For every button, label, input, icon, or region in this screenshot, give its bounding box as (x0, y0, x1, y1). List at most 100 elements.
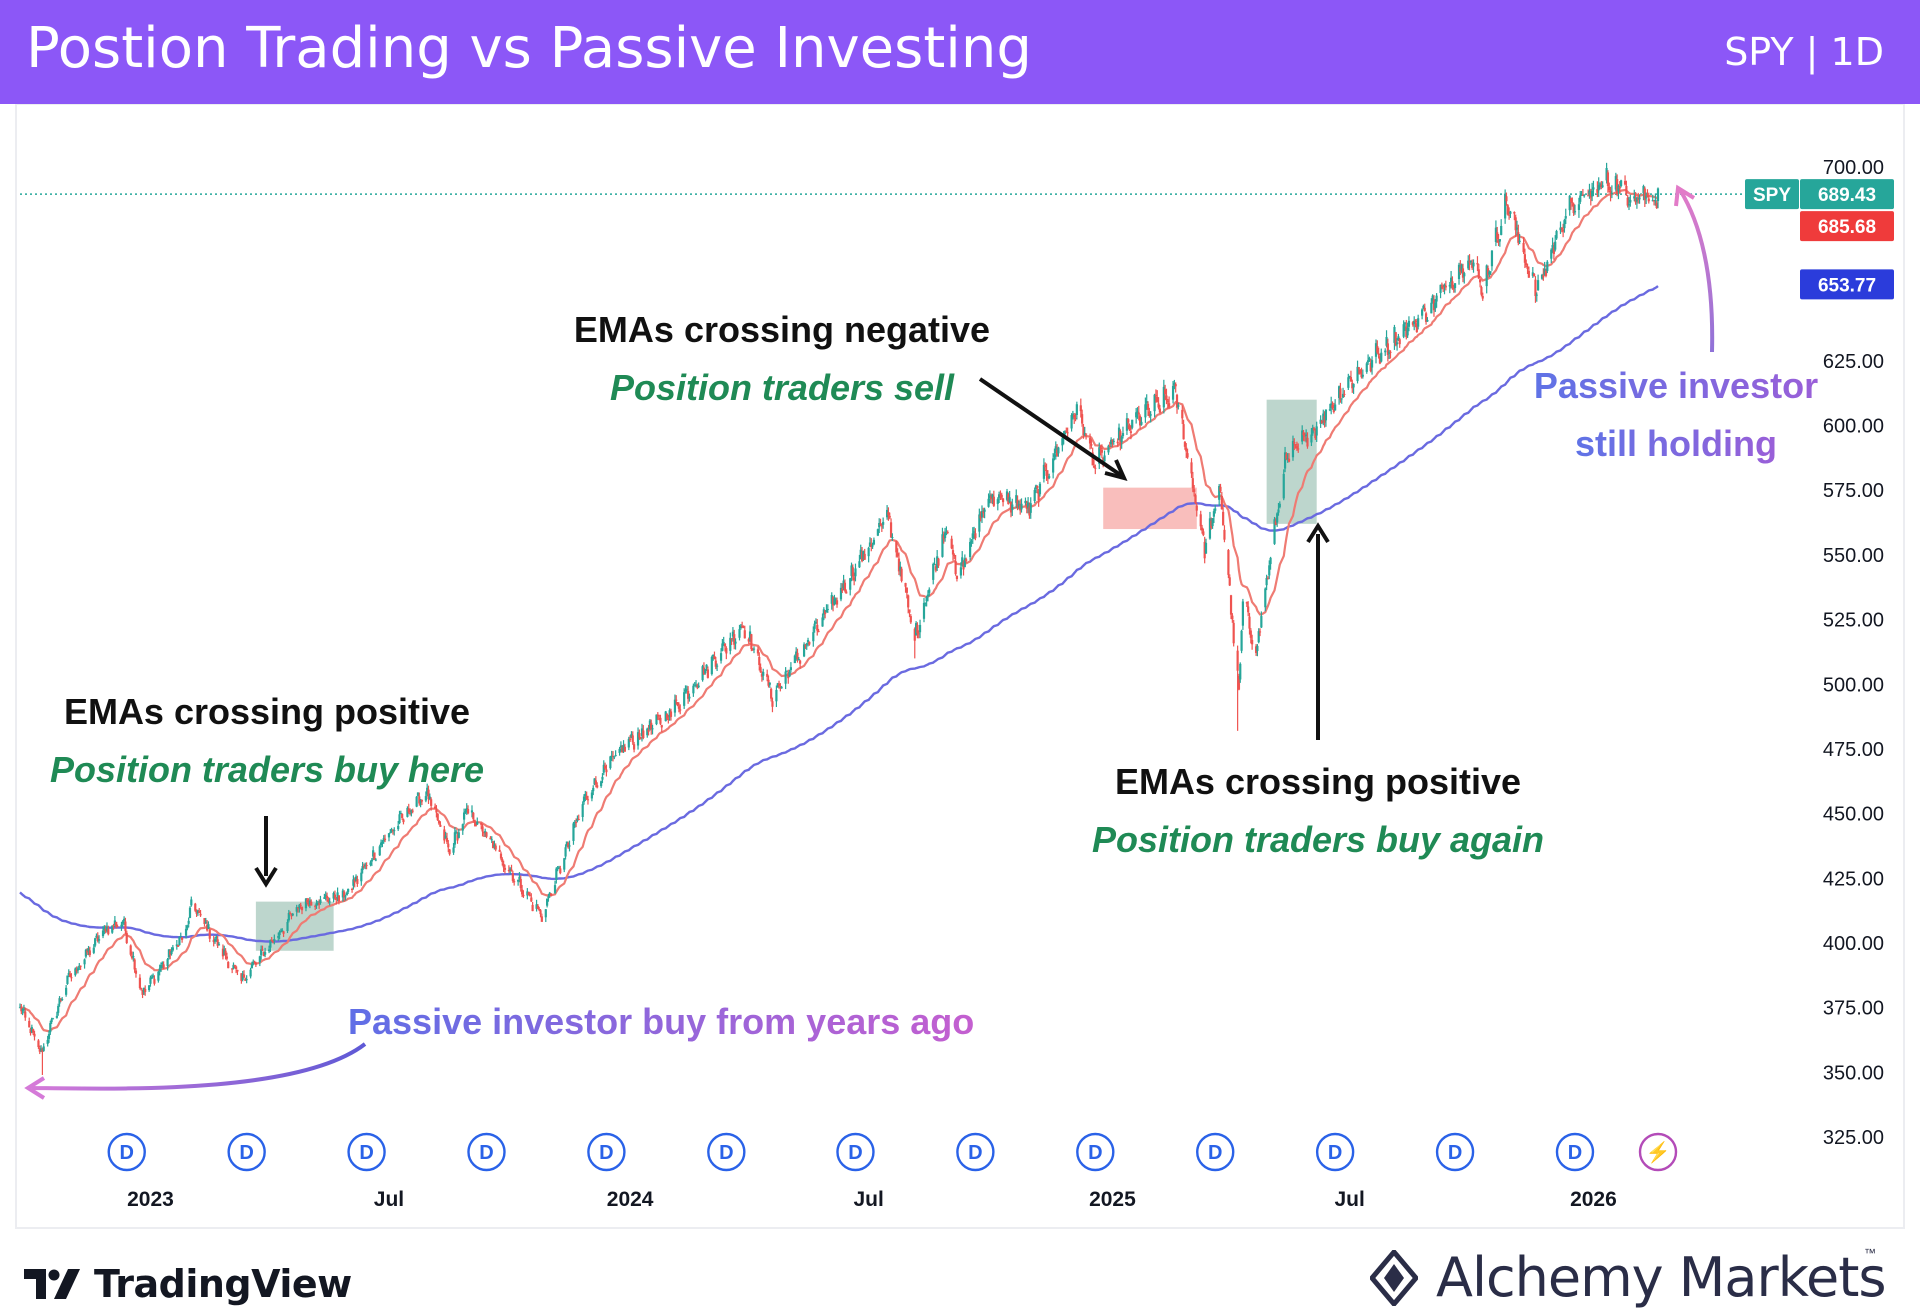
candle (387, 833, 391, 842)
candle (1368, 356, 1371, 362)
candle (642, 725, 645, 740)
candle (1277, 502, 1280, 516)
candle (1605, 162, 1608, 184)
time-tick-label: 2025 (1089, 1188, 1136, 1211)
candle (777, 680, 781, 689)
candle (990, 493, 993, 504)
candle (88, 946, 91, 958)
candle (688, 693, 691, 702)
dividend-marker[interactable]: D (707, 1132, 746, 1172)
candle (1028, 502, 1031, 519)
candle (922, 598, 926, 623)
candle (1168, 396, 1171, 409)
dividend-marker[interactable]: D (836, 1132, 875, 1172)
candle (1471, 259, 1474, 270)
candle (854, 563, 857, 582)
candle (397, 820, 400, 831)
candle (453, 827, 456, 848)
candle (797, 657, 800, 661)
dividend-marker[interactable]: D (107, 1132, 146, 1172)
candle (962, 560, 965, 576)
candle (406, 806, 409, 818)
candle (271, 939, 275, 944)
price-axis: 700.00 625.00 600.00 575.00 550.00 525.00 500.… (1823, 157, 1884, 1149)
candle (1405, 319, 1408, 340)
dividend-marker[interactable]: D (1315, 1132, 1355, 1172)
candle (822, 607, 825, 621)
candle (86, 948, 89, 955)
candle (337, 895, 341, 905)
price-chart[interactable]: 700.00 625.00 600.00 575.00 550.00 525.00 500.… (0, 104, 1920, 1234)
candle (236, 969, 239, 976)
candle (37, 1039, 40, 1049)
candle (751, 648, 754, 651)
candle (1016, 495, 1019, 511)
candle (279, 928, 283, 933)
candle (882, 517, 885, 529)
candle (814, 618, 818, 624)
candle (1610, 185, 1613, 199)
dividend-marker[interactable]: D (1196, 1132, 1235, 1172)
candle (179, 932, 182, 938)
candle (1526, 263, 1529, 275)
annotation-2-arrow (978, 377, 1128, 481)
dividend-marker[interactable]: D (956, 1132, 995, 1172)
candle (793, 654, 796, 664)
dividend-marker[interactable]: D (1555, 1132, 1595, 1172)
candle (1121, 426, 1125, 439)
candle (520, 884, 524, 898)
candle (1323, 411, 1326, 428)
candle (1397, 333, 1400, 341)
candle (1637, 192, 1640, 204)
candle (224, 948, 227, 960)
candle (466, 805, 470, 815)
dividend-marker[interactable]: D (347, 1132, 386, 1172)
candle (1232, 619, 1235, 647)
dividend-marker[interactable]: D (467, 1132, 506, 1172)
dividend-marker[interactable]: D (1435, 1132, 1475, 1172)
candle (287, 909, 290, 923)
candle (908, 609, 911, 618)
candle (1154, 389, 1158, 403)
candle (304, 898, 308, 912)
dividend-marker[interactable]: D (587, 1132, 626, 1172)
candle (365, 862, 368, 870)
candle (1094, 464, 1097, 475)
annotation-2-subtitle: Position traders sell (610, 367, 955, 408)
ema-fast-tag: 685.68 (1800, 211, 1894, 242)
dividend-marker[interactable]: D (1076, 1132, 1115, 1172)
candle (1136, 407, 1139, 419)
tradingview-wordmark: TradingView (94, 1262, 352, 1306)
candle (1312, 426, 1316, 432)
candle (917, 630, 920, 639)
candle (1075, 401, 1078, 420)
candle (559, 865, 562, 875)
candle (1655, 200, 1658, 209)
candle (585, 791, 588, 801)
candle (1274, 517, 1277, 526)
candle (826, 604, 829, 613)
candle (87, 945, 90, 956)
candle (382, 835, 385, 844)
candle (369, 860, 372, 867)
candle (1395, 338, 1399, 351)
symbol-interval-label: SPY | 1D (1724, 30, 1884, 74)
candle (1369, 358, 1372, 373)
candle (1522, 237, 1525, 254)
candle (84, 948, 87, 959)
candle (1444, 280, 1447, 291)
candle (59, 998, 62, 1003)
candle (233, 964, 236, 969)
tradingview-logo[interactable]: TradingView (24, 1262, 352, 1306)
candle (1190, 458, 1193, 478)
candle (178, 936, 181, 946)
dividend-marker[interactable]: D (227, 1132, 266, 1172)
event-markers: D D D D D D D D D D D D D ⚡ (107, 1132, 1678, 1172)
candle (1385, 330, 1388, 348)
candle (1540, 273, 1544, 280)
candle (474, 821, 478, 827)
earnings-flash-marker[interactable]: ⚡ (1638, 1132, 1678, 1172)
candle (1426, 317, 1429, 322)
alchemy-markets-logo[interactable]: Alchemy Markets (1370, 1246, 1887, 1309)
candle (33, 1030, 36, 1041)
